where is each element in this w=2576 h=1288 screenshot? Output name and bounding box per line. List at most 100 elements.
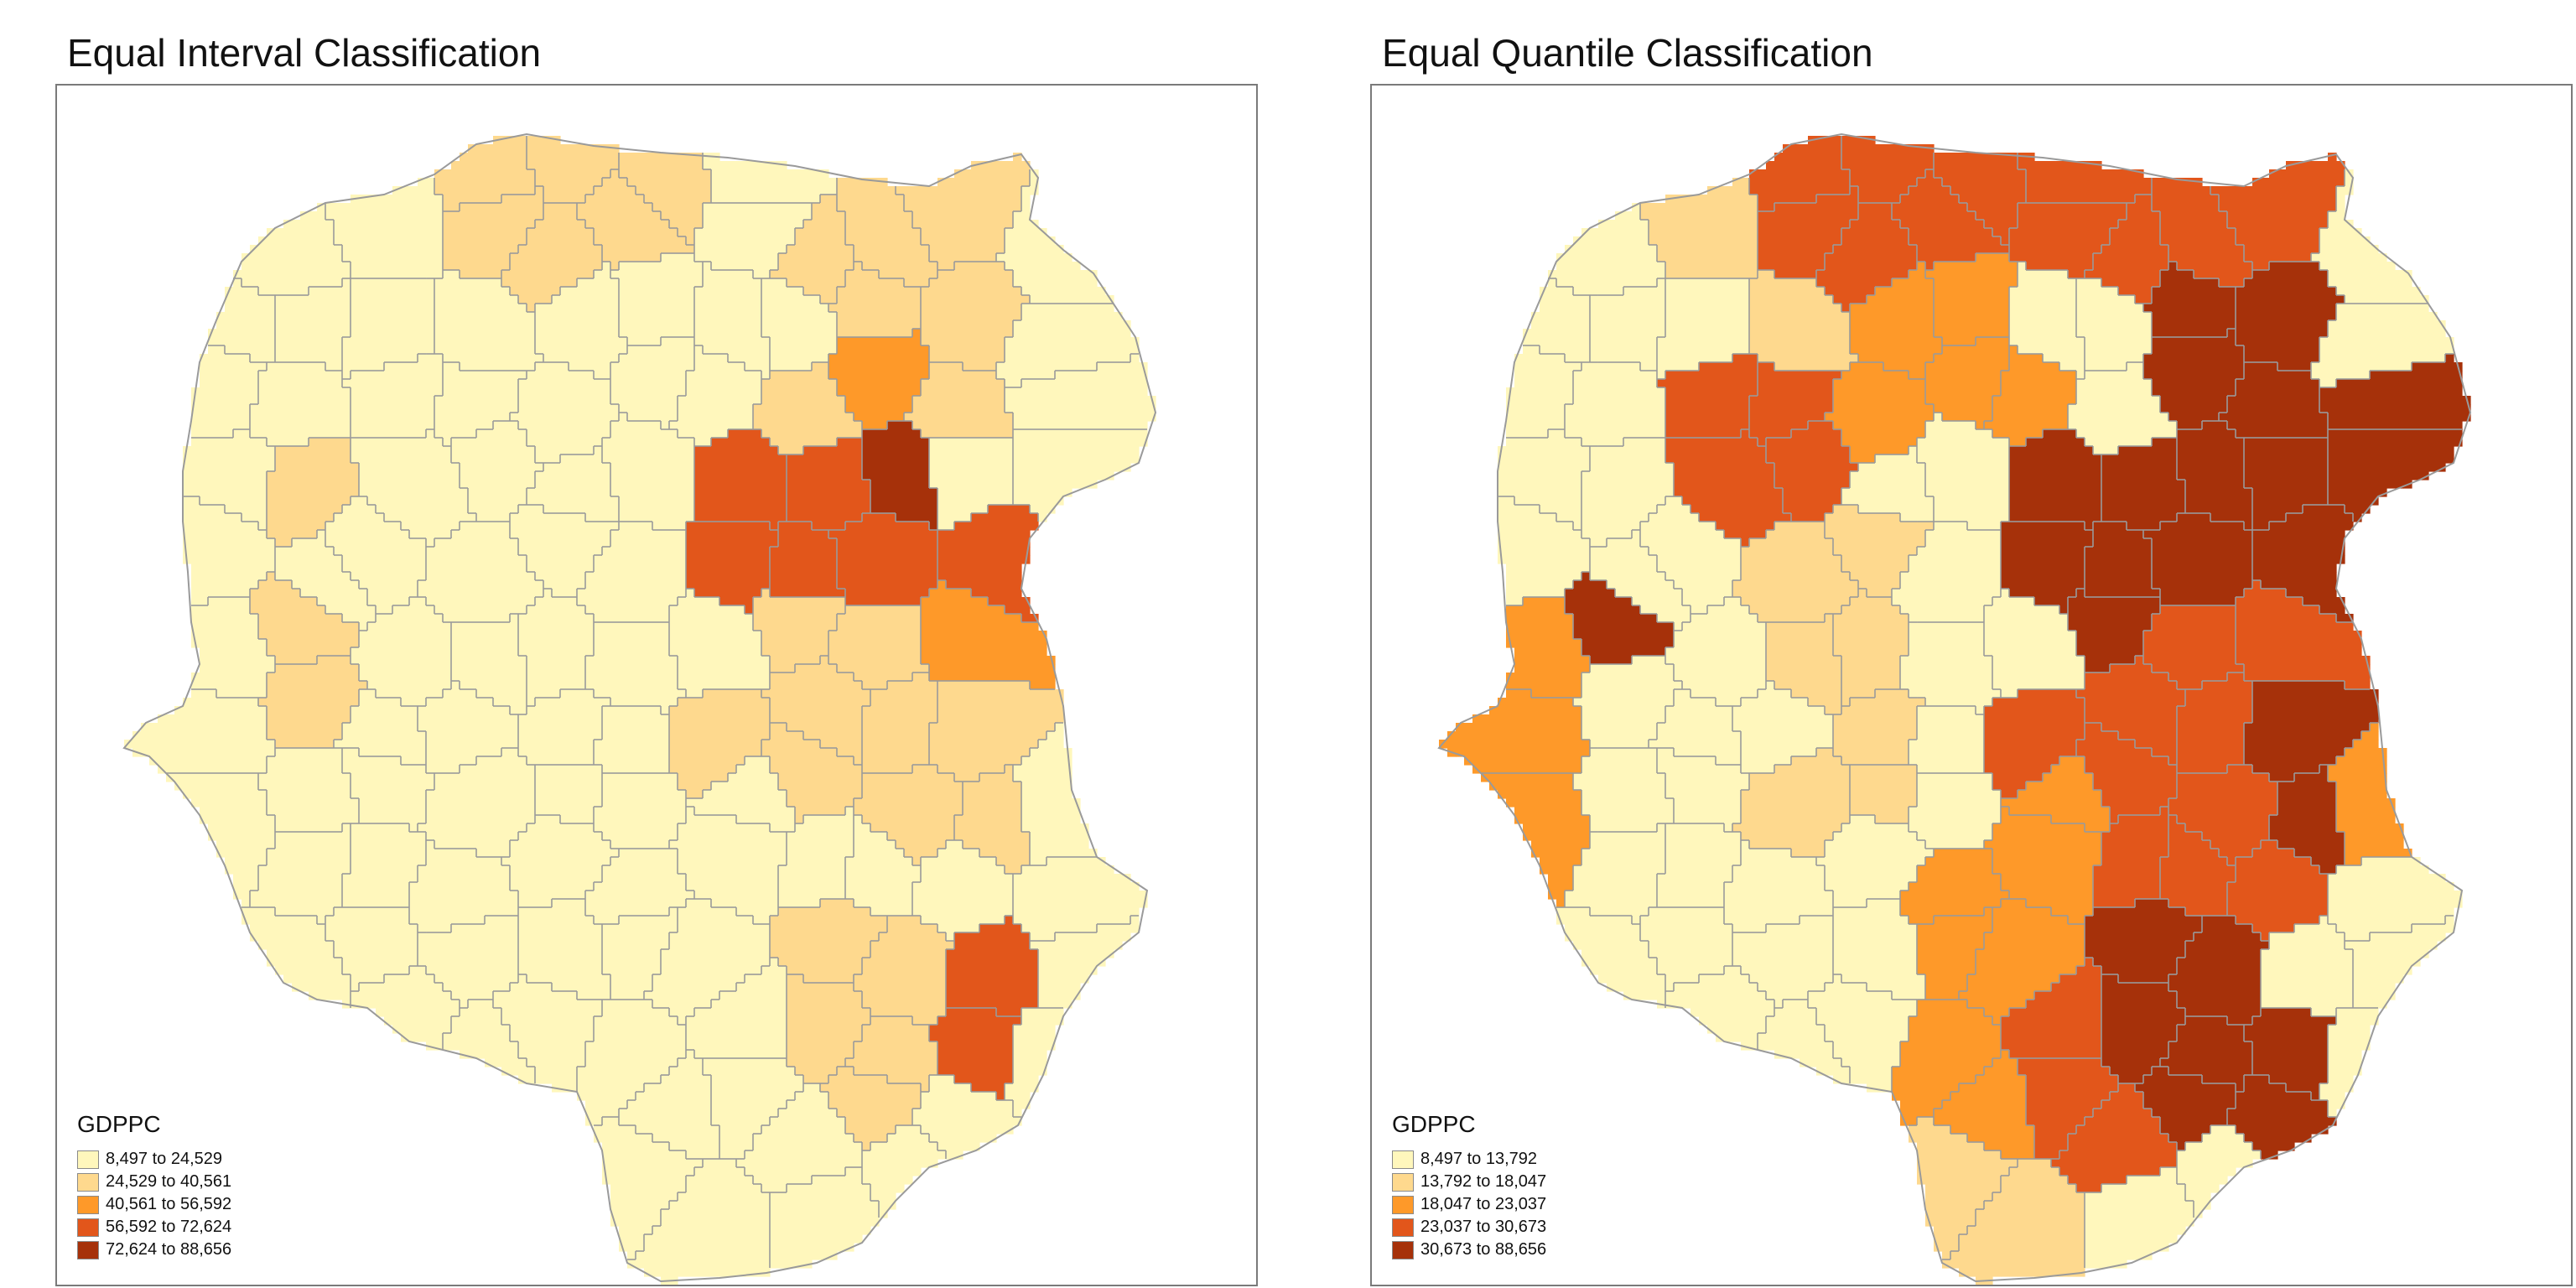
region-cell bbox=[585, 203, 595, 212]
region-cell bbox=[610, 270, 620, 279]
region-cell bbox=[1072, 371, 1081, 380]
region-cell bbox=[753, 396, 762, 405]
region-cell bbox=[208, 547, 217, 556]
region-cell bbox=[283, 312, 293, 321]
region-cell bbox=[602, 538, 611, 548]
region-cell bbox=[325, 505, 335, 514]
region-cell bbox=[912, 304, 922, 313]
region-cell bbox=[334, 446, 343, 455]
region-cell bbox=[753, 287, 762, 296]
region-cell bbox=[795, 530, 804, 539]
region-cell bbox=[820, 488, 829, 497]
region-cell bbox=[493, 203, 502, 212]
region-cell bbox=[669, 236, 678, 246]
region-cell bbox=[208, 454, 217, 464]
region-cell bbox=[1013, 195, 1022, 204]
region-cell bbox=[510, 253, 519, 262]
region-cell bbox=[1005, 404, 1014, 413]
region-cell bbox=[1114, 421, 1123, 430]
region-cell bbox=[602, 161, 611, 170]
region-cell bbox=[426, 387, 435, 397]
region-cell bbox=[585, 312, 595, 321]
region-cell bbox=[736, 337, 745, 346]
region-cell bbox=[686, 345, 695, 355]
region-cell bbox=[996, 278, 1005, 288]
region-cell bbox=[376, 530, 385, 539]
region-cell bbox=[451, 522, 460, 531]
region-cell bbox=[434, 438, 444, 447]
region-cell bbox=[711, 287, 720, 296]
region-cell bbox=[543, 262, 553, 271]
region-cell bbox=[460, 480, 469, 489]
region-cell bbox=[225, 371, 234, 380]
region-cell bbox=[351, 413, 360, 422]
region-cell bbox=[376, 371, 385, 380]
region-cell bbox=[401, 211, 410, 221]
region-cell bbox=[510, 228, 519, 237]
region-cell bbox=[954, 379, 963, 388]
region-cell bbox=[242, 278, 251, 288]
region-cell bbox=[560, 169, 569, 179]
region-cell bbox=[703, 404, 712, 413]
region-cell bbox=[1072, 454, 1081, 464]
region-cell bbox=[862, 295, 871, 304]
region-cell bbox=[585, 362, 595, 371]
region-cell bbox=[1030, 480, 1039, 489]
region-cell bbox=[1130, 387, 1140, 397]
region-cell bbox=[292, 522, 301, 531]
region-cell bbox=[1130, 446, 1140, 455]
region-cell bbox=[451, 446, 460, 455]
region-cell bbox=[795, 236, 804, 246]
region-cell bbox=[988, 228, 997, 237]
region-cell bbox=[678, 513, 687, 522]
region-cell bbox=[1046, 287, 1056, 296]
region-cell bbox=[225, 530, 234, 539]
region-cell bbox=[527, 371, 536, 380]
region-cell bbox=[267, 379, 276, 388]
region-cell bbox=[275, 320, 284, 330]
region-cell bbox=[778, 446, 787, 455]
region-cell bbox=[351, 345, 360, 355]
region-cell bbox=[351, 522, 360, 531]
region-cell bbox=[988, 320, 997, 330]
region-cell bbox=[1088, 404, 1098, 413]
region-cell bbox=[745, 228, 754, 237]
region-cell bbox=[409, 413, 418, 422]
region-cell bbox=[862, 278, 871, 288]
region-cell bbox=[569, 396, 578, 405]
region-cell bbox=[896, 337, 905, 346]
region-cell bbox=[535, 438, 544, 447]
region-cell bbox=[510, 396, 519, 405]
region-cell bbox=[510, 320, 519, 330]
region-cell bbox=[837, 505, 846, 514]
region-cell bbox=[493, 396, 502, 405]
region-cell bbox=[979, 446, 989, 455]
region-cell bbox=[560, 329, 569, 338]
region-cell bbox=[476, 253, 486, 262]
region-cell bbox=[703, 211, 712, 221]
region-cell bbox=[325, 345, 335, 355]
region-cell bbox=[862, 471, 871, 480]
region-cell bbox=[208, 438, 217, 447]
region-cell bbox=[275, 278, 284, 288]
region-cell bbox=[803, 329, 813, 338]
region-cell bbox=[921, 379, 930, 388]
region-cell bbox=[627, 488, 636, 497]
region-cell bbox=[644, 253, 653, 262]
region-cell bbox=[418, 522, 427, 531]
region-cell bbox=[795, 547, 804, 556]
region-cell bbox=[233, 270, 242, 279]
region-cell bbox=[527, 404, 536, 413]
region-cell bbox=[552, 295, 561, 304]
region-cell bbox=[979, 413, 989, 422]
region-cell bbox=[1105, 429, 1114, 439]
region-cell bbox=[1021, 345, 1031, 355]
region-cell bbox=[485, 413, 494, 422]
region-cell bbox=[963, 522, 972, 531]
region-cell bbox=[644, 312, 653, 321]
region-cell bbox=[1013, 371, 1022, 380]
region-cell bbox=[283, 245, 293, 254]
region-cell bbox=[225, 555, 234, 564]
region-cell bbox=[1038, 312, 1047, 321]
region-cell bbox=[1105, 463, 1114, 472]
